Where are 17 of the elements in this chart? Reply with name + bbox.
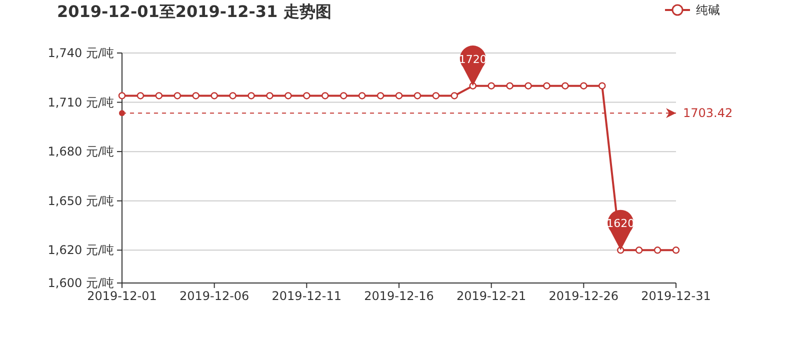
ref-line-label: 1703.42 bbox=[683, 106, 733, 120]
chart-title: 2019-12-01至2019-12-31 走势图 bbox=[57, 2, 332, 21]
y-tick-label: 1,710 元/吨 bbox=[48, 95, 114, 110]
y-tick-label: 1,740 元/吨 bbox=[48, 46, 114, 60]
x-tick-label: 2019-12-16 bbox=[364, 289, 434, 303]
x-tick-label: 2019-12-06 bbox=[179, 289, 250, 303]
y-tick-label: 1,620 元/吨 bbox=[48, 243, 114, 258]
legend-label: 纯碱 bbox=[696, 3, 720, 17]
x-tick-label: 2019-12-31 bbox=[641, 289, 711, 303]
x-tick-label: 2019-12-11 bbox=[272, 289, 342, 303]
x-tick-label: 2019-12-01 bbox=[87, 289, 157, 303]
annotation: 1720 bbox=[458, 52, 487, 66]
y-tick-label: 1,600 元/吨 bbox=[48, 276, 114, 290]
x-tick-label: 2019-12-21 bbox=[456, 289, 526, 303]
y-tick-label: 1,650 元/吨 bbox=[48, 194, 114, 208]
x-tick-label: 2019-12-26 bbox=[548, 289, 619, 303]
y-tick-label: 1,680 元/吨 bbox=[48, 144, 114, 159]
